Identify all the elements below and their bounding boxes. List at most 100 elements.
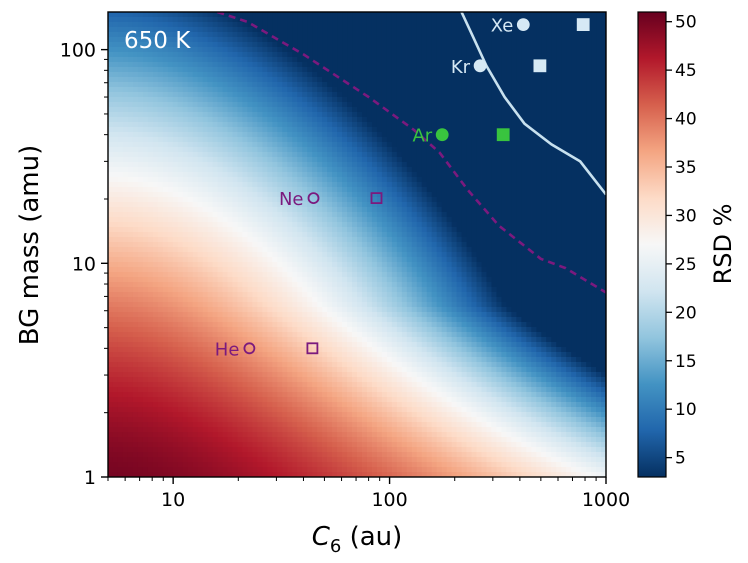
heatmap-cell (202, 112, 209, 118)
heatmap-cell (217, 172, 224, 178)
heatmap-cell (197, 97, 204, 103)
heatmap-cell (441, 67, 448, 73)
heatmap-cell (212, 57, 219, 63)
heatmap-cell (486, 252, 493, 258)
heatmap-cell (227, 102, 234, 108)
heatmap-cell (227, 187, 234, 193)
heatmap-cell (456, 242, 463, 248)
heatmap-cell (182, 147, 189, 153)
heatmap-cell (237, 117, 244, 123)
heatmap-cell (461, 257, 468, 263)
heatmap-cell (576, 167, 582, 173)
heatmap-cell (526, 47, 532, 53)
heatmap-cell (426, 152, 433, 158)
heatmap-cell (491, 227, 498, 233)
heatmap-cell (167, 112, 174, 118)
heatmap-cell (232, 217, 239, 223)
heatmap-cell (546, 222, 552, 228)
heatmap-cell (491, 87, 498, 93)
heatmap-cell (137, 257, 144, 263)
heatmap-cell (257, 62, 263, 68)
heatmap-cell (441, 27, 448, 33)
heatmap-cell (202, 242, 209, 248)
heatmap-cell (262, 257, 268, 263)
heatmap-cell (222, 57, 229, 63)
heatmap-cell (431, 242, 438, 248)
heatmap-cell (247, 247, 254, 253)
heatmap-cell (451, 27, 458, 33)
heatmap-cell (501, 222, 507, 228)
heatmap-cell (357, 52, 363, 58)
heatmap-cell (476, 107, 483, 113)
heatmap-cell (396, 107, 403, 113)
heatmap-cell (546, 212, 552, 218)
heatmap-cell (481, 217, 488, 223)
heatmap-cell (217, 82, 224, 88)
heatmap-cell (591, 97, 597, 103)
heatmap-cell (456, 92, 463, 98)
heatmap-cell (142, 127, 149, 133)
heatmap-cell (182, 77, 189, 83)
heatmap-cell (386, 32, 393, 38)
heatmap-cell (162, 217, 169, 223)
heatmap-cell (451, 137, 458, 143)
heatmap-cell (366, 102, 373, 108)
heatmap-cell (511, 52, 517, 58)
heatmap-cell (152, 212, 159, 218)
heatmap-cell (227, 212, 234, 218)
heatmap-cell (431, 57, 438, 63)
heatmap-cell (147, 137, 154, 143)
heatmap-cell (217, 22, 224, 28)
heatmap-cell (566, 227, 572, 233)
heatmap-cell (252, 97, 258, 103)
heatmap-cell (366, 12, 373, 18)
heatmap-cell (511, 32, 517, 38)
heatmap-cell (396, 187, 403, 193)
heatmap-cell (282, 107, 288, 113)
heatmap-cell (292, 172, 298, 178)
heatmap-cell (357, 137, 363, 143)
heatmap-cell (416, 122, 423, 128)
heatmap-cell (536, 47, 542, 53)
heatmap-cell (386, 167, 393, 173)
heatmap-cell (182, 232, 189, 238)
heatmap-cell (162, 132, 169, 138)
heatmap-cell (501, 77, 507, 83)
heatmap-cell (232, 172, 239, 178)
heatmap-cell (302, 27, 308, 33)
heatmap-cell (117, 12, 124, 18)
heatmap-cell (541, 257, 547, 263)
heatmap-cell (561, 77, 567, 83)
heatmap-cell (521, 182, 527, 188)
heatmap-cell (232, 52, 239, 58)
heatmap-cell (421, 247, 428, 253)
heatmap-cell (361, 47, 368, 53)
heatmap-cell (551, 17, 557, 23)
heatmap-cell (471, 252, 478, 258)
heatmap-cell (312, 72, 318, 78)
heatmap-cell (581, 87, 587, 93)
heatmap-cell (376, 67, 383, 73)
heatmap-cell (411, 142, 418, 148)
heatmap-cell (312, 167, 318, 173)
heatmap-cell (327, 27, 333, 33)
heatmap-cell (361, 212, 368, 218)
heatmap-cell (222, 177, 229, 183)
heatmap-cell (247, 257, 254, 263)
heatmap-cell (426, 47, 433, 53)
heatmap-cell (376, 32, 383, 38)
heatmap-cell (292, 127, 298, 133)
heatmap-cell (212, 107, 219, 113)
heatmap-cell (531, 87, 537, 93)
heatmap-cell (127, 107, 134, 113)
heatmap-cell (581, 137, 587, 143)
heatmap-cell (177, 102, 184, 108)
heatmap-cell (152, 77, 159, 83)
heatmap-cell (212, 122, 219, 128)
heatmap-cell (357, 22, 363, 28)
heatmap-cell (267, 177, 273, 183)
heatmap-cell (192, 227, 199, 233)
heatmap-cell (481, 237, 488, 243)
heatmap-cell (307, 47, 313, 53)
heatmap-cell (197, 147, 204, 153)
